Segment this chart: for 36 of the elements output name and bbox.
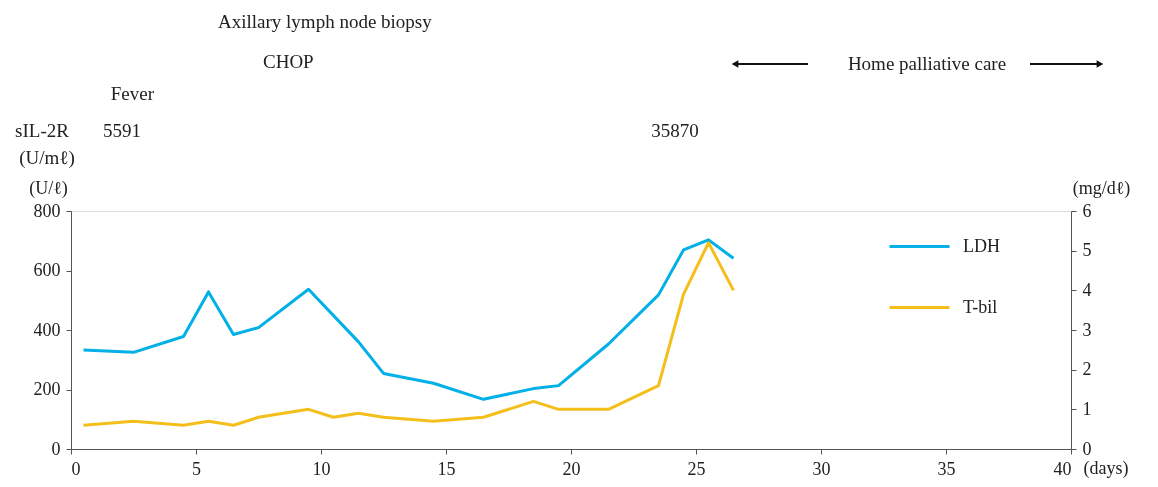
x-axis-title: (days)	[1083, 457, 1129, 479]
y2-tick-label: 4	[1082, 279, 1092, 300]
x-tick-label: 0	[71, 458, 81, 479]
text: sIL-2R	[15, 120, 70, 141]
line-series	[82, 238, 735, 401]
line-series	[82, 241, 735, 427]
y2-tick-label: 2	[1082, 359, 1092, 380]
text: Axillary lymph node biopsy	[218, 11, 433, 32]
y2-tick-label: 0	[1082, 438, 1092, 459]
y2-tick-label: 6	[1082, 200, 1092, 221]
y-tick-label: 0	[51, 438, 61, 459]
y2-tick-label: 3	[1082, 319, 1092, 340]
legend-label: LDH	[963, 235, 1000, 256]
text: Fever	[110, 83, 155, 104]
text: (U/mℓ)	[19, 147, 75, 169]
x-tick-label: 40	[1053, 458, 1072, 479]
y-axis-title: (U/ℓ)	[29, 177, 68, 199]
x-tick-label: 15	[437, 458, 456, 479]
legend-label: T-bil	[963, 296, 998, 317]
y2-tick-label: 1	[1082, 398, 1092, 419]
y2-axis-title: (mg/dℓ)	[1072, 177, 1131, 199]
x-tick-label: 10	[312, 458, 331, 479]
y-tick-label: 600	[33, 260, 61, 280]
text: 35870	[651, 120, 699, 141]
y2-tick-label: 5	[1082, 240, 1092, 261]
x-tick-label: 30	[812, 458, 831, 479]
text: Home palliative care	[847, 53, 1007, 74]
y-tick-label: 800	[33, 200, 61, 221]
text: 5591	[103, 120, 141, 141]
y-tick-label: 200	[33, 379, 61, 399]
x-tick-label: 35	[937, 458, 956, 479]
text: CHOP	[263, 51, 314, 72]
x-tick-label: 25	[687, 458, 706, 479]
y-tick-label: 400	[33, 319, 61, 340]
x-tick-label: 20	[562, 458, 581, 479]
x-tick-label: 5	[192, 458, 201, 479]
